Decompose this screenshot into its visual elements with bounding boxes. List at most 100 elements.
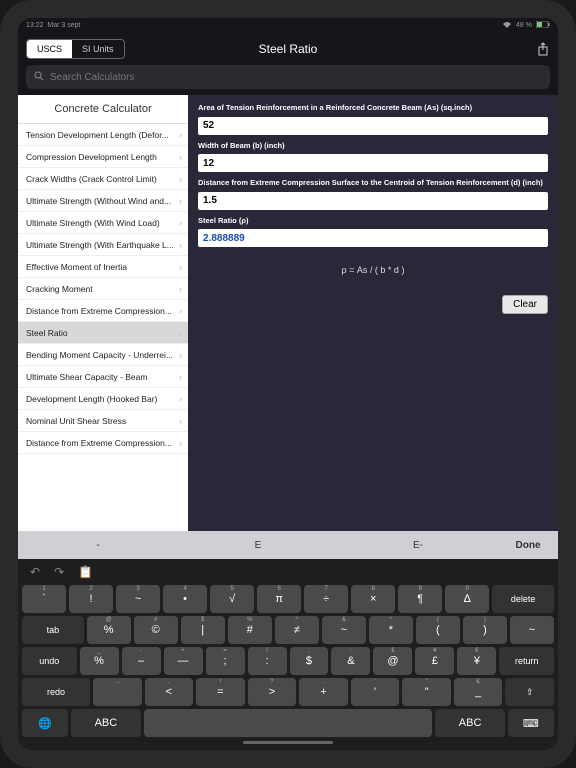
sidebar-item[interactable]: Compression Development Length› (18, 146, 188, 168)
key[interactable]: &~ (322, 616, 366, 644)
kb-undo-icon[interactable]: ↶ (30, 565, 40, 579)
acc-e[interactable]: E (178, 540, 338, 551)
sidebar-item[interactable]: Effective Moment of Inertia› (18, 256, 188, 278)
key[interactable]: @% (87, 616, 131, 644)
keyboard-dismiss-icon: ⌨ (523, 717, 539, 730)
key[interactable]: $| (181, 616, 225, 644)
key[interactable]: ,< (145, 678, 194, 706)
sidebar-item-label: Effective Moment of Inertia (26, 262, 127, 272)
key-abc-left[interactable]: ABC (71, 709, 140, 737)
key-space[interactable] (144, 709, 433, 737)
globe-icon: 🌐 (38, 717, 52, 730)
key[interactable]: ¥£ (415, 647, 454, 675)
key[interactable]: != (196, 678, 245, 706)
key[interactable]: .+ (299, 678, 348, 706)
key[interactable]: _% (80, 647, 119, 675)
key[interactable]: ~ (510, 616, 554, 644)
seg-si[interactable]: SI Units (72, 40, 124, 58)
sidebar-item-label: Ultimate Strength (With Earthquake L... (26, 240, 174, 250)
key[interactable]: 9¶ (398, 585, 442, 613)
acc-done[interactable]: Done (498, 540, 558, 551)
acc-neg[interactable]: - (18, 540, 178, 551)
key[interactable]: 1` (22, 585, 66, 613)
battery-icon (536, 21, 550, 30)
key[interactable]: +— (164, 647, 203, 675)
acc-eneg[interactable]: E- (338, 540, 498, 551)
key[interactable]: … (93, 678, 142, 706)
clear-button[interactable]: Clear (502, 295, 548, 314)
sidebar-item[interactable]: Steel Ratio› (18, 322, 188, 344)
key[interactable]: ?> (248, 678, 297, 706)
key-abc-right[interactable]: ABC (435, 709, 504, 737)
search-input[interactable] (50, 72, 542, 83)
sidebar-header: Concrete Calculator (18, 95, 188, 124)
key-redo[interactable]: redo (22, 678, 90, 706)
key[interactable]: -– (122, 647, 161, 675)
sidebar-item[interactable]: Distance from Extreme Compression...› (18, 432, 188, 454)
key[interactable]: 6π (257, 585, 301, 613)
key-delete[interactable]: delete (492, 585, 554, 613)
key[interactable]: 4• (163, 585, 207, 613)
key[interactable]: ;$ (290, 647, 329, 675)
key[interactable]: 0∆ (445, 585, 489, 613)
sidebar-item[interactable]: Ultimate Strength (With Wind Load)› (18, 212, 188, 234)
key[interactable]: #© (134, 616, 178, 644)
key[interactable]: :& (331, 647, 370, 675)
key[interactable]: =; (206, 647, 245, 675)
key[interactable]: /: (248, 647, 287, 675)
sidebar-item[interactable]: Development Length (Hooked Bar)› (18, 388, 188, 410)
chevron-right-icon: › (179, 196, 182, 206)
search-icon (34, 68, 44, 86)
search-bar[interactable] (26, 65, 550, 89)
chevron-right-icon: › (179, 152, 182, 162)
wifi-icon (502, 21, 512, 31)
sidebar-item[interactable]: Crack Widths (Crack Control Limit)› (18, 168, 188, 190)
chevron-right-icon: › (179, 130, 182, 140)
label-d: Distance from Extreme Compression Surfac… (198, 178, 548, 187)
kb-redo-icon[interactable]: ↷ (54, 565, 64, 579)
key[interactable]: £@ (373, 647, 412, 675)
key-return[interactable]: return (499, 647, 554, 675)
key[interactable]: 2! (69, 585, 113, 613)
sidebar-item[interactable]: Tension Development Length (Defor...› (18, 124, 188, 146)
key[interactable]: ** (369, 616, 413, 644)
sidebar-item-label: Distance from Extreme Compression... (26, 306, 172, 316)
home-indicator[interactable] (243, 741, 333, 744)
key[interactable]: 5√ (210, 585, 254, 613)
key[interactable]: (( (416, 616, 460, 644)
seg-uscs[interactable]: USCS (27, 40, 72, 58)
key[interactable]: ^≠ (275, 616, 319, 644)
chevron-right-icon: › (179, 218, 182, 228)
key[interactable]: €_ (454, 678, 503, 706)
key-tab[interactable]: tab (22, 616, 84, 644)
input-as[interactable] (198, 117, 548, 135)
key-shift[interactable]: ⇧ (505, 678, 554, 706)
key[interactable]: 3~ (116, 585, 160, 613)
chevron-right-icon: › (179, 394, 182, 404)
key[interactable]: '' (351, 678, 400, 706)
sidebar-item[interactable]: Distance from Extreme Compression...› (18, 300, 188, 322)
key[interactable]: €¥ (457, 647, 496, 675)
input-d[interactable] (198, 192, 548, 210)
key[interactable]: %# (228, 616, 272, 644)
sidebar-item[interactable]: Ultimate Strength (With Earthquake L...› (18, 234, 188, 256)
input-b[interactable] (198, 154, 548, 172)
kb-clipboard-icon[interactable]: 📋 (78, 565, 93, 579)
sidebar-item[interactable]: Ultimate Shear Capacity - Beam› (18, 366, 188, 388)
key-undo[interactable]: undo (22, 647, 77, 675)
unit-segmented[interactable]: USCS SI Units (26, 39, 125, 59)
keyboard-accessory: - E E- Done (18, 531, 558, 559)
key-globe[interactable]: 🌐 (22, 709, 68, 737)
key[interactable]: )) (463, 616, 507, 644)
sidebar-item[interactable]: Cracking Moment› (18, 278, 188, 300)
sidebar-item[interactable]: Nominal Unit Shear Stress› (18, 410, 188, 432)
sidebar-item[interactable]: Ultimate Strength (Without Wind and...› (18, 190, 188, 212)
key[interactable]: 7÷ (304, 585, 348, 613)
key[interactable]: 8× (351, 585, 395, 613)
key[interactable]: "" (402, 678, 451, 706)
share-icon[interactable] (536, 42, 550, 56)
output-rho (198, 229, 548, 247)
chevron-right-icon: › (179, 284, 182, 294)
key-dismiss[interactable]: ⌨ (508, 709, 554, 737)
sidebar-item[interactable]: Bending Moment Capacity - Underrei...› (18, 344, 188, 366)
